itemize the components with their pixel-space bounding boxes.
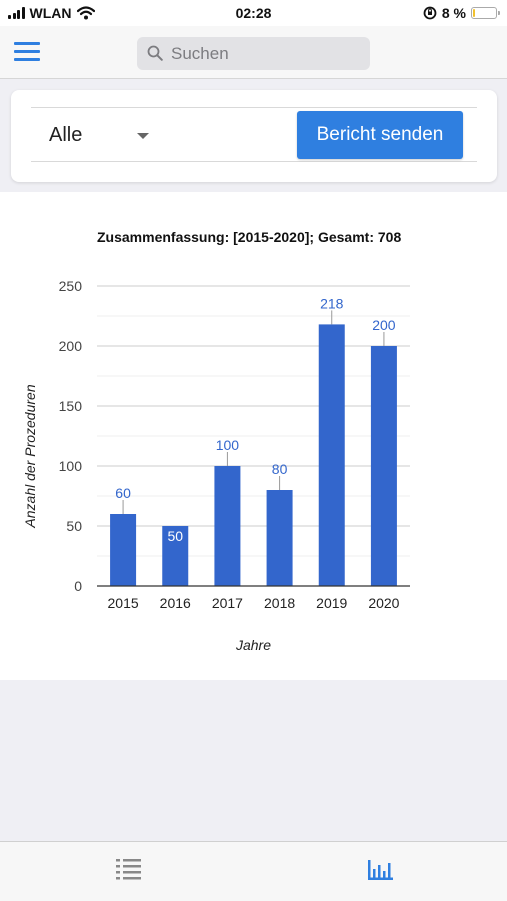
wifi-icon	[76, 6, 95, 20]
x-tick-label: 2018	[264, 595, 295, 611]
tab-bar	[0, 841, 507, 901]
search-icon	[147, 45, 163, 61]
x-axis-title: Jahre	[235, 637, 271, 653]
data-label: 218	[320, 295, 344, 311]
list-icon	[116, 859, 141, 880]
status-right: 8 %	[423, 5, 500, 21]
search-input[interactable]	[171, 42, 361, 65]
caret-down-icon	[137, 133, 149, 139]
x-tick-label: 2020	[368, 595, 399, 611]
bar-chart-icon	[368, 860, 393, 880]
chart-panel: Zusammenfassung: [2015-2020]; Gesamt: 70…	[0, 192, 507, 680]
y-axis-title: Anzahl der Prozeduren	[22, 384, 38, 528]
data-label: 200	[372, 317, 396, 333]
data-label: 60	[115, 485, 131, 501]
tab-chart[interactable]	[365, 856, 395, 884]
battery-percent: 8 %	[441, 5, 466, 21]
data-label: 50	[167, 528, 183, 544]
y-tick-label: 100	[59, 458, 83, 474]
bar	[318, 324, 345, 586]
tab-list[interactable]	[113, 856, 143, 884]
chart-title: Zusammenfassung: [2015-2020]; Gesamt: 70…	[97, 229, 402, 245]
divider	[31, 161, 477, 162]
status-left: WLAN	[8, 5, 95, 21]
signal-icon	[8, 7, 25, 19]
data-label: 80	[272, 461, 288, 477]
app-bar	[0, 26, 507, 79]
carrier-label: WLAN	[29, 5, 72, 21]
x-tick-label: 2017	[212, 595, 243, 611]
y-tick-label: 250	[59, 278, 83, 294]
y-tick-label: 50	[66, 518, 82, 534]
divider	[31, 107, 477, 108]
bar	[370, 346, 397, 586]
y-tick-label: 0	[74, 578, 82, 594]
bar	[266, 490, 293, 586]
filter-card: Alle Bericht senden	[11, 90, 497, 182]
search-bar[interactable]	[137, 37, 370, 70]
battery-level	[473, 9, 475, 17]
bar	[214, 466, 241, 586]
rotation-lock-icon	[423, 6, 437, 20]
filter-select-value: Alle	[49, 124, 83, 146]
x-tick-label: 2016	[160, 595, 191, 611]
clock: 02:28	[235, 5, 272, 21]
status-bar: WLAN 02:28 8 %	[0, 0, 507, 26]
bar	[162, 526, 189, 586]
x-tick-label: 2015	[108, 595, 139, 611]
menu-icon[interactable]	[14, 41, 40, 61]
send-report-button[interactable]: Bericht senden	[297, 111, 463, 159]
y-tick-label: 200	[59, 338, 83, 354]
bar	[110, 514, 137, 586]
y-tick-label: 150	[59, 398, 83, 414]
data-label: 100	[216, 437, 240, 453]
battery-icon	[471, 7, 500, 19]
x-tick-label: 2019	[316, 595, 347, 611]
bar-chart: 0 50 100 150 200 250 60 2015 50 2016 100 2017 80 2018…	[22, 278, 410, 653]
